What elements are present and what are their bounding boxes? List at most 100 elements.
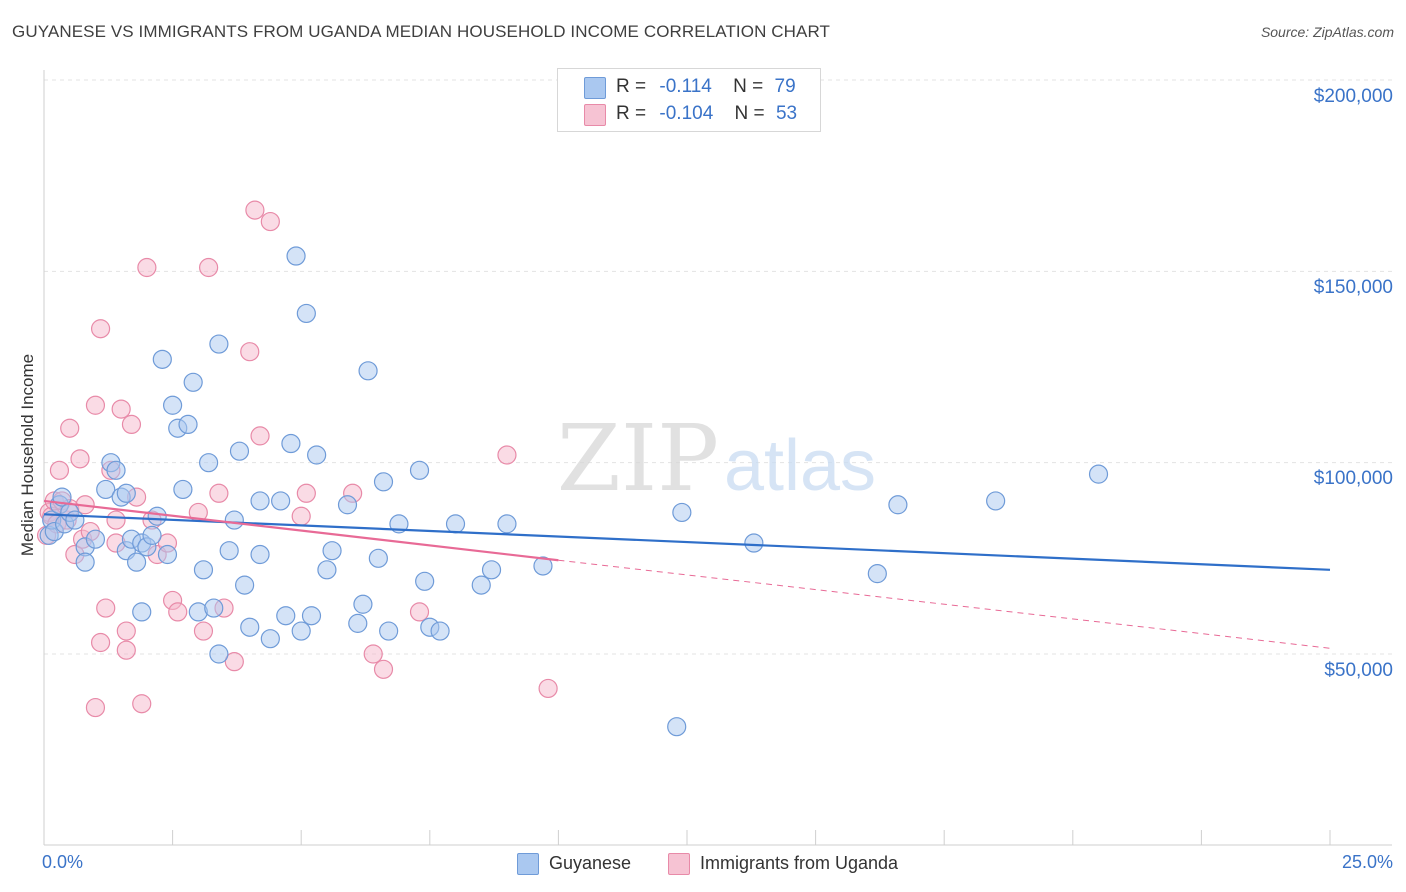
guyanese-point [235, 575, 255, 595]
guyanese-point [672, 502, 692, 523]
guyanese-point [667, 717, 687, 737]
uganda-point [132, 694, 152, 714]
guyanese-point [409, 460, 430, 480]
uganda-point [240, 342, 260, 362]
uganda-point [116, 621, 136, 641]
y-tick-label-200000: $200,000 [1313, 86, 1393, 107]
guyanese-point [533, 556, 553, 576]
bottom-legend-label-uganda: Immigrants from Uganda [700, 853, 899, 873]
guyanese-points [39, 246, 1109, 737]
uganda-point [260, 211, 280, 232]
guyanese-point [65, 510, 85, 530]
axes [43, 70, 1392, 846]
uganda-point [60, 418, 80, 438]
guyanese-point [147, 506, 167, 526]
watermark-zip: ZIP [557, 405, 719, 512]
guyanese-point [430, 621, 450, 641]
guyanese-point [317, 560, 337, 580]
guyanese-point [445, 514, 466, 534]
guyanese-point [106, 460, 126, 480]
watermark-atlas: atlas [724, 426, 876, 506]
guyanese-point [744, 533, 764, 553]
guyanese-point [353, 594, 373, 614]
uganda-point [193, 621, 214, 641]
guyanese-point [368, 548, 388, 568]
y-tick-label-150000: $150,000 [1313, 277, 1393, 298]
uganda-point [70, 449, 90, 469]
legend-r-label: R = [616, 76, 647, 97]
legend-n-label: N = [734, 103, 765, 124]
guyanese-point [229, 441, 250, 461]
uganda-point [96, 598, 116, 618]
guyanese-point [867, 564, 887, 584]
uganda-point [168, 602, 188, 622]
guyanese-point [286, 246, 306, 266]
uganda-point [497, 445, 517, 465]
uganda-point [116, 640, 136, 660]
guyanese-point [132, 602, 152, 622]
guyanese-point [199, 453, 219, 473]
legend-r-value-uganda: -0.104 [659, 103, 714, 124]
guyanese-point [240, 617, 260, 637]
guyanese-point [986, 491, 1006, 511]
uganda-point [409, 602, 430, 622]
guyanese-point [271, 491, 291, 511]
bottom-legend-label-guyanese: Guyanese [549, 853, 632, 873]
uganda-point [111, 399, 131, 419]
legend-r-label: R = [616, 103, 647, 124]
uganda-point [85, 697, 106, 718]
guyanese-point [75, 552, 95, 572]
correlation-legend: R = -0.114 N = 79 R = -0.104 N = 53 [557, 68, 821, 132]
guyanese-point [204, 598, 224, 618]
guyanese-point [307, 445, 327, 465]
guyanese-point [296, 303, 316, 324]
guyanese-point [96, 479, 116, 500]
y-tick-label-50000: $50,000 [1324, 660, 1393, 681]
uganda-point [90, 632, 111, 653]
bottom-legend-swatch-guyanese [517, 853, 539, 875]
guyanese-point [260, 629, 280, 649]
bottom-legend-swatch-uganda [668, 853, 690, 875]
guyanese-point [415, 571, 435, 591]
uganda-point [199, 257, 219, 278]
legend-r-value-guyanese: -0.114 [659, 76, 712, 97]
chart-title: GUYANESE VS IMMIGRANTS FROM UGANDA MEDIA… [12, 22, 831, 41]
guyanese-point [276, 606, 296, 626]
uganda-point [363, 644, 383, 664]
x-tick-label-max: 25.0% [1341, 852, 1393, 872]
guyanese-point [337, 495, 358, 515]
guyanese-point [301, 606, 322, 626]
y-tick-label-100000: $100,000 [1313, 468, 1393, 489]
guyanese-point [173, 479, 193, 500]
uganda-point [106, 510, 126, 530]
guyanese-point [126, 552, 147, 572]
guyanese-point [85, 529, 106, 549]
uganda-trend-line [43, 499, 559, 562]
guyanese-point [157, 544, 178, 565]
uganda-point [245, 200, 265, 220]
guyanese-point [481, 560, 502, 580]
guyanese-point [152, 349, 172, 369]
guyanese-point [163, 395, 183, 415]
grid-lines [44, 79, 1392, 655]
legend-n-value-guyanese: 79 [774, 76, 796, 97]
guyanese-point [193, 560, 214, 580]
legend-swatch-guyanese [584, 77, 606, 99]
guyanese-point [209, 334, 229, 354]
guyanese-point [291, 621, 311, 641]
guyanese-point [178, 414, 198, 434]
guyanese-point [379, 621, 399, 641]
legend-swatch-uganda [584, 104, 606, 126]
guyanese-trend-line [43, 513, 1331, 571]
guyanese-point [471, 575, 491, 595]
uganda-point [137, 257, 157, 278]
trend-lines [43, 499, 1331, 649]
uganda-point [250, 426, 270, 446]
guyanese-point [888, 495, 908, 515]
guyanese-point [183, 372, 203, 392]
uganda-point [85, 395, 106, 415]
uganda-point [49, 460, 70, 480]
watermark: ZIP atlas [557, 405, 876, 512]
source-note: Source: ZipAtlas.com [1260, 24, 1394, 40]
